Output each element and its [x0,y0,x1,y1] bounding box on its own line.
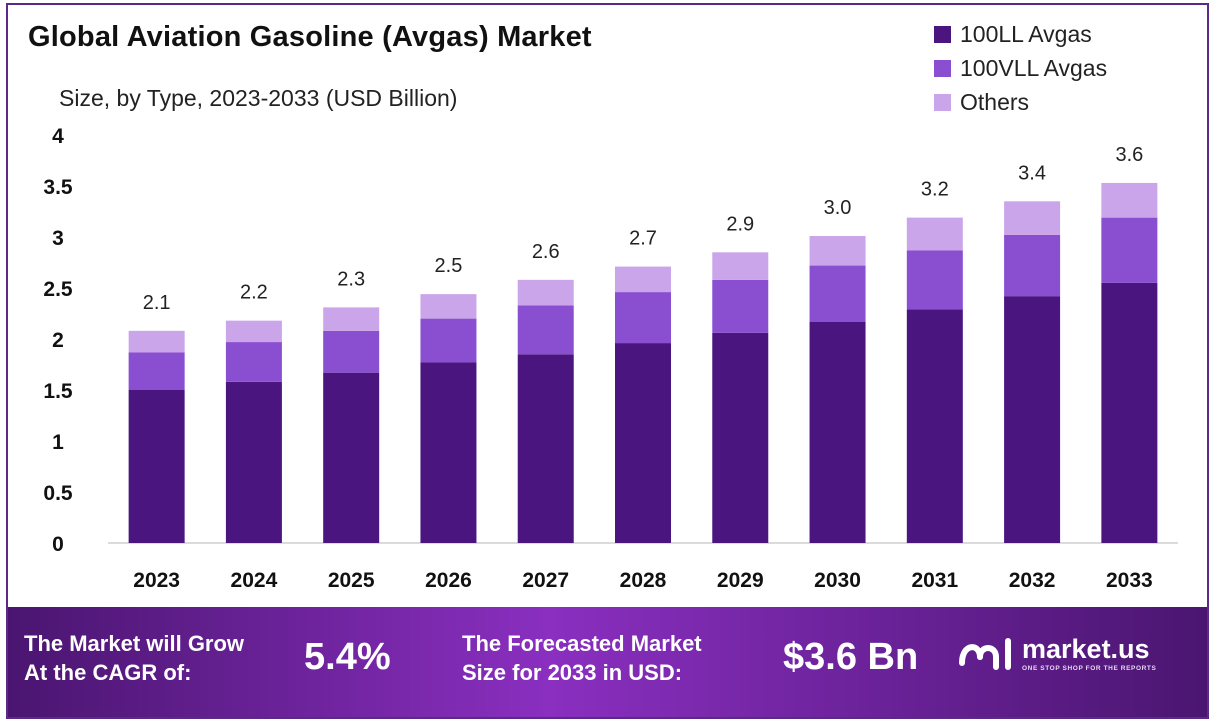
bar-2032-series-1 [1004,234,1061,297]
x-tick-label-2026: 2026 [425,569,472,592]
bar-2027-series-1 [517,305,574,355]
bar-2030-series-1 [809,265,866,322]
chart-subtitle: Size, by Type, 2023-2033 (USD Billion) [59,85,458,111]
cagr-label-line1: The Market will Grow [24,631,245,656]
cagr-label-line2: At the CAGR of: [24,660,192,685]
y-tick-label-1: 0.5 [43,482,73,505]
footer-banner: The Market will Grow At the CAGR of: 5.4… [8,607,1207,717]
x-tick-label-2033: 2033 [1106,569,1153,592]
bar-2027-series-0 [517,354,574,543]
total-label-2032: 3.4 [1018,162,1046,184]
forecast-label-line2: Size for 2033 in USD: [462,660,683,685]
legend-label-others: Others [960,88,1030,115]
y-tick-label-0: 0 [52,533,64,556]
x-tick-label-2029: 2029 [717,569,764,592]
y-tick-label-4: 2 [52,329,64,352]
legend-item-100vll: 100VLL Avgas [934,51,1107,85]
bar-2033-series-1 [1101,217,1158,283]
bar-2030-series-2 [809,235,866,266]
bar-2029-series-1 [712,279,769,333]
brand-logo: market.us ONE STOP SHOP FOR THE REPORTS [958,633,1156,673]
forecast-value: $3.6 Bn [783,636,919,678]
y-tick-label-3: 1.5 [43,380,73,403]
bar-2033-series-2 [1101,182,1158,218]
total-label-2029: 2.9 [726,213,754,235]
total-label-2028: 2.7 [629,228,657,250]
bar-2023-series-2 [128,330,185,353]
y-tick-label-2: 1 [52,431,64,454]
forecast-label: The Forecasted Market Size for 2033 in U… [462,629,702,687]
total-label-2030: 3.0 [824,197,852,219]
bar-2032-series-2 [1004,201,1061,235]
legend-swatch-100vll [934,59,951,77]
bar-2032-series-0 [1004,296,1061,543]
bar-2027-series-2 [517,279,574,306]
bar-2026-series-2 [420,294,477,319]
bar-2028-series-0 [615,343,671,543]
legend-swatch-others [934,93,951,111]
y-tick-label-5: 2.5 [43,278,73,301]
x-tick-label-2027: 2027 [522,569,569,592]
bar-2029-series-0 [712,332,769,543]
bar-2028-series-2 [615,266,671,293]
x-tick-label-2032: 2032 [1009,569,1056,592]
bar-2025-series-2 [323,307,380,331]
bar-2023-series-1 [128,352,185,390]
bar-2024-series-1 [225,342,282,382]
x-tick-label-2028: 2028 [620,569,667,592]
legend-label-100ll: 100LL Avgas [960,20,1092,47]
legend-item-100ll: 100LL Avgas [934,17,1107,51]
stacked-bar-chart: 0 0.5 1 1.5 2 2.5 3 3.5 4 2.1 2023 2.2 2024 2.3 2025 2.… [43,125,1178,592]
legend-swatch-100ll [934,25,951,43]
bar-2024-series-0 [225,381,282,543]
bar-2026-series-0 [420,362,477,543]
bar-2033-series-0 [1101,282,1158,543]
bar-2031-series-1 [906,250,963,310]
y-tick-label-6: 3 [52,227,64,250]
bar-2030-series-0 [809,321,866,543]
bar-2023-series-0 [128,390,185,543]
x-tick-label-2023: 2023 [133,569,180,592]
cagr-value: 5.4% [304,636,391,678]
market-us-logo-icon [959,638,1011,670]
legend-item-others: Others [934,85,1107,119]
brand-name: market.us [1022,633,1150,664]
total-label-2024: 2.2 [240,282,268,304]
x-tick-label-2024: 2024 [231,569,278,592]
x-tick-label-2031: 2031 [911,569,958,592]
bar-2031-series-2 [906,217,963,251]
total-label-2027: 2.6 [532,241,560,263]
chart-legend: 100LL Avgas 100VLL Avgas Others [934,17,1107,119]
brand-tagline: ONE STOP SHOP FOR THE REPORTS [1022,664,1157,672]
total-label-2023: 2.1 [143,292,171,314]
bar-2026-series-1 [420,318,477,363]
chart-frame: Global Aviation Gasoline (Avgas) Market … [6,3,1209,719]
x-tick-label-2025: 2025 [328,569,375,592]
legend-label-100vll: 100VLL Avgas [960,54,1108,81]
bar-2024-series-2 [225,320,282,343]
bar-2029-series-2 [712,252,769,280]
chart-title: Global Aviation Gasoline (Avgas) Market [28,21,592,53]
total-label-2033: 3.6 [1115,144,1143,166]
total-label-2026: 2.5 [435,255,463,277]
y-tick-label-7: 3.5 [43,176,73,199]
bar-2025-series-1 [323,330,380,373]
cagr-label: The Market will Grow At the CAGR of: [24,629,244,687]
bar-2025-series-0 [323,372,380,543]
x-tick-label-2030: 2030 [814,569,861,592]
total-label-2025: 2.3 [337,268,365,290]
bar-2031-series-0 [906,309,963,543]
total-label-2031: 3.2 [921,179,949,201]
bar-2028-series-1 [615,292,671,344]
y-tick-label-8: 4 [52,125,64,148]
forecast-label-line1: The Forecasted Market [462,631,702,656]
